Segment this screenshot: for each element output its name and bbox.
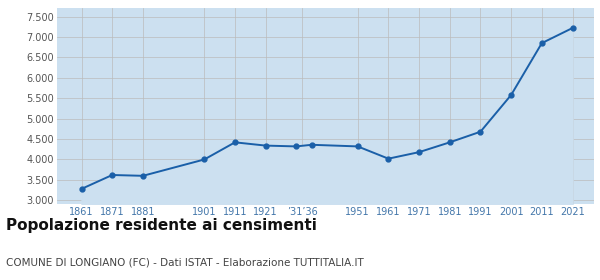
Text: COMUNE DI LONGIANO (FC) - Dati ISTAT - Elaborazione TUTTITALIA.IT: COMUNE DI LONGIANO (FC) - Dati ISTAT - E… xyxy=(6,258,364,268)
Text: Popolazione residente ai censimenti: Popolazione residente ai censimenti xyxy=(6,218,317,234)
